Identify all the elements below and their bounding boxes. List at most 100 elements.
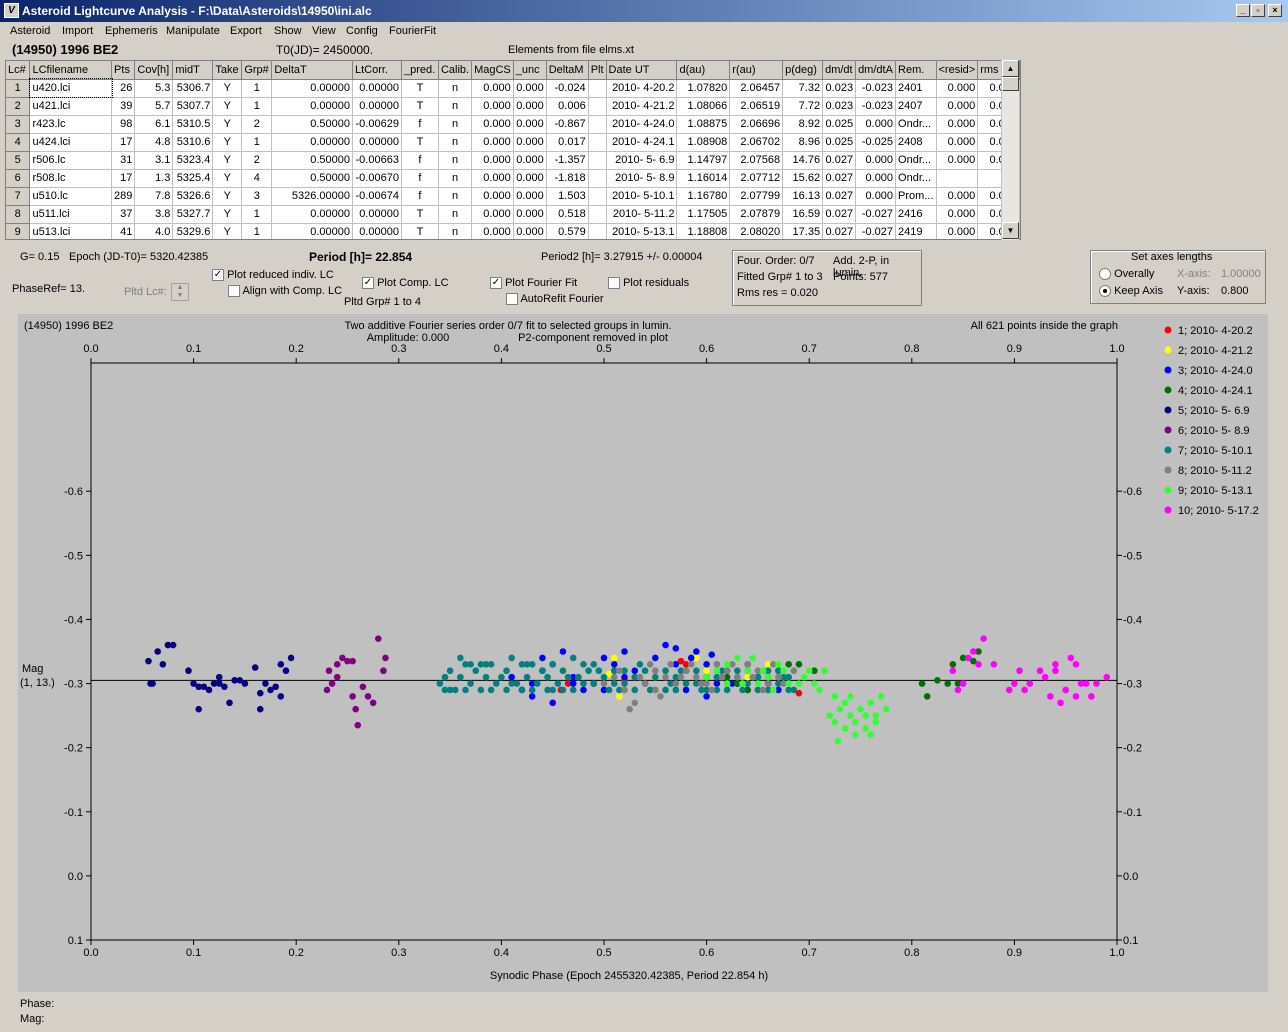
table-cell[interactable]: 16.59: [782, 205, 824, 224]
column-header[interactable]: r(au): [729, 61, 784, 80]
menu-manipulate[interactable]: Manipulate: [166, 25, 220, 37]
cb-comp[interactable]: ✓ Plot Comp. LC: [362, 277, 449, 290]
table-cell[interactable]: 0.000: [513, 115, 547, 134]
column-header[interactable]: Plt: [588, 61, 607, 80]
table-cell[interactable]: 0.000: [855, 151, 897, 170]
table-cell[interactable]: 1.08875: [676, 115, 731, 134]
table-cell[interactable]: 26: [111, 79, 136, 98]
row-header[interactable]: 5: [6, 151, 31, 170]
table-cell[interactable]: 0.00000: [271, 97, 353, 116]
radio-keepaxis[interactable]: Keep Axis: [1099, 285, 1163, 298]
table-cell[interactable]: 1.16780: [676, 187, 731, 206]
table-cell[interactable]: 0.000: [855, 187, 897, 206]
table-cell[interactable]: 289: [111, 187, 136, 206]
table-cell[interactable]: 5310.6: [172, 133, 214, 152]
table-cell[interactable]: 2.07712: [729, 169, 784, 188]
cb-align[interactable]: Align with Comp. LC: [228, 285, 342, 298]
table-cell[interactable]: 2.07568: [729, 151, 784, 170]
table-cell[interactable]: 3: [241, 187, 273, 206]
table-cell[interactable]: [588, 151, 607, 170]
table-cell[interactable]: 2: [241, 115, 273, 134]
cb-fourier[interactable]: ✓ Plot Fourier Fit: [490, 277, 577, 290]
table-cell[interactable]: 0.000: [936, 133, 979, 152]
table-cell[interactable]: 0.000: [936, 205, 979, 224]
table-cell[interactable]: 0.00000: [271, 133, 353, 152]
table-cell[interactable]: 0.000: [471, 223, 514, 239]
cb-residuals[interactable]: Plot residuals: [608, 277, 689, 290]
menu-fourierfit[interactable]: FourierFit: [389, 25, 437, 37]
table-cell[interactable]: n: [438, 205, 473, 224]
check-icon[interactable]: [608, 277, 620, 290]
table-cell[interactable]: 0.000: [471, 133, 514, 152]
column-header[interactable]: LtCorr.: [352, 61, 402, 80]
table-cell[interactable]: 1: [241, 133, 273, 152]
table-cell[interactable]: 0.00000: [271, 79, 353, 98]
table-cell[interactable]: 0.000: [471, 151, 514, 170]
table-cell[interactable]: 0.006: [546, 97, 589, 116]
pltd-lc-spinner[interactable]: ▲ ▼: [171, 283, 189, 301]
table-cell[interactable]: 0.023: [822, 79, 857, 98]
table-row[interactable]: 3 r423.lc 98 6.1 5310.5 Y 2 0.50000 -0.00629 f n 0.…: [6, 115, 1020, 134]
table-cell[interactable]: n: [438, 133, 473, 152]
table-cell[interactable]: 17: [111, 133, 136, 152]
column-header[interactable]: Pts: [111, 61, 136, 80]
table-cell[interactable]: n: [438, 169, 473, 188]
table-cell[interactable]: 8.96: [782, 133, 824, 152]
table-cell[interactable]: 8.92: [782, 115, 824, 134]
menu-show[interactable]: Show: [274, 25, 302, 37]
table-cell[interactable]: 2401: [895, 79, 937, 98]
table-cell[interactable]: 0.000: [471, 187, 514, 206]
restore-button[interactable]: ▫: [1251, 4, 1265, 17]
close-button[interactable]: ×: [1268, 4, 1282, 17]
table-cell[interactable]: 2010- 5- 8.9: [606, 169, 678, 188]
table-cell[interactable]: [588, 169, 607, 188]
table-cell[interactable]: 2.06457: [729, 79, 784, 98]
minimize-button[interactable]: _: [1236, 4, 1250, 17]
table-cell[interactable]: 37: [111, 205, 136, 224]
table-cell[interactable]: Y: [212, 169, 243, 188]
menu-import[interactable]: Import: [62, 25, 94, 37]
row-header[interactable]: 2: [6, 97, 31, 116]
table-cell[interactable]: 1.17505: [676, 205, 731, 224]
table-cell[interactable]: [588, 115, 607, 134]
table-cell[interactable]: u511.lci: [29, 205, 113, 224]
table-cell[interactable]: 0.00000: [352, 223, 402, 239]
table-cell[interactable]: 0.000: [936, 79, 979, 98]
table-cell[interactable]: n: [438, 151, 473, 170]
table-cell[interactable]: n: [438, 79, 473, 98]
table-cell[interactable]: -1.357: [546, 151, 589, 170]
table-row[interactable]: 7 u510.lc 289 7.8 5326.6 Y 3 5326.00000 -0.00674…: [6, 187, 1020, 206]
table-cell[interactable]: 98: [111, 115, 136, 134]
table-cell[interactable]: 0.50000: [271, 115, 353, 134]
table-cell[interactable]: Y: [212, 79, 243, 98]
table-cell[interactable]: [936, 169, 979, 188]
table-cell[interactable]: r508.lc: [29, 169, 113, 188]
table-cell[interactable]: 0.000: [513, 205, 547, 224]
table-cell[interactable]: 0.027: [822, 169, 857, 188]
table-cell[interactable]: 0.000: [471, 97, 514, 116]
column-header[interactable]: DeltaT: [271, 61, 353, 80]
table-cell[interactable]: 2.06702: [729, 133, 784, 152]
table-cell[interactable]: 0.000: [936, 187, 979, 206]
table-cell[interactable]: Y: [212, 151, 243, 170]
column-header[interactable]: Cov[h]: [134, 61, 174, 80]
table-cell[interactable]: 0.000: [513, 133, 547, 152]
table-cell[interactable]: 1: [241, 223, 273, 239]
table-cell[interactable]: [588, 79, 607, 98]
table-cell[interactable]: 1.08908: [676, 133, 731, 152]
table-cell[interactable]: Y: [212, 187, 243, 206]
cb-reduced[interactable]: ✓ Plot reduced indiv. LC: [212, 269, 334, 282]
table-cell[interactable]: 5.7: [134, 97, 174, 116]
table-cell[interactable]: -0.025: [855, 133, 897, 152]
table-cell[interactable]: 0.00000: [271, 205, 353, 224]
table-cell[interactable]: 2407: [895, 97, 937, 116]
table-cell[interactable]: 0.00000: [352, 205, 402, 224]
check-icon[interactable]: ✓: [490, 277, 502, 290]
yaxis-value[interactable]: 0.800: [1221, 285, 1249, 297]
check-icon[interactable]: ✓: [212, 269, 224, 282]
table-cell[interactable]: 5310.5: [172, 115, 214, 134]
table-cell[interactable]: r423.lc: [29, 115, 113, 134]
table-row[interactable]: 6 r508.lc 17 1.3 5325.4 Y 4 0.50000 -0.00670 f n 0.…: [6, 169, 1020, 188]
table-cell[interactable]: 0.000: [513, 151, 547, 170]
